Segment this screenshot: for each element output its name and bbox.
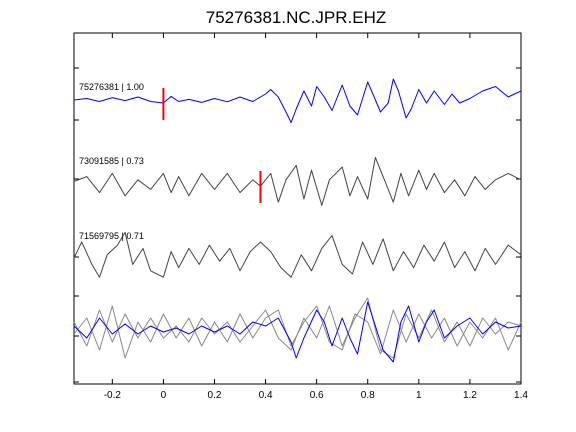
series-line <box>73 301 522 363</box>
x-tick-label: 1.4 <box>514 390 528 401</box>
trace-label: 73091585 | 0.73 <box>79 156 144 166</box>
series-line <box>73 156 522 206</box>
plot-frame <box>73 32 522 385</box>
x-tick-label: -0.2 <box>104 390 122 401</box>
x-tick-label: 1.2 <box>463 390 477 401</box>
x-tick-label: 0.4 <box>259 390 273 401</box>
chart-title: 75276381.NC.JPR.EHZ <box>206 8 386 27</box>
series-line <box>73 297 522 359</box>
trace-label: 71569795 | 0.71 <box>79 231 144 241</box>
x-tick-label: 1 <box>416 390 422 401</box>
plot-area: -0.2 0 0.2 0.4 0.6 0.8 1 1.2 1.4 75276381 | 1.00 7… <box>73 32 528 401</box>
series-line <box>73 305 522 359</box>
series-line <box>73 78 522 123</box>
x-tick-label: 0 <box>161 390 167 401</box>
series-line <box>73 231 522 278</box>
x-tick-label: 0.6 <box>310 390 324 401</box>
trace-label: 75276381 | 1.00 <box>79 82 144 92</box>
x-tick-label: 0.8 <box>361 390 375 401</box>
x-tick-label: 0.2 <box>208 390 222 401</box>
